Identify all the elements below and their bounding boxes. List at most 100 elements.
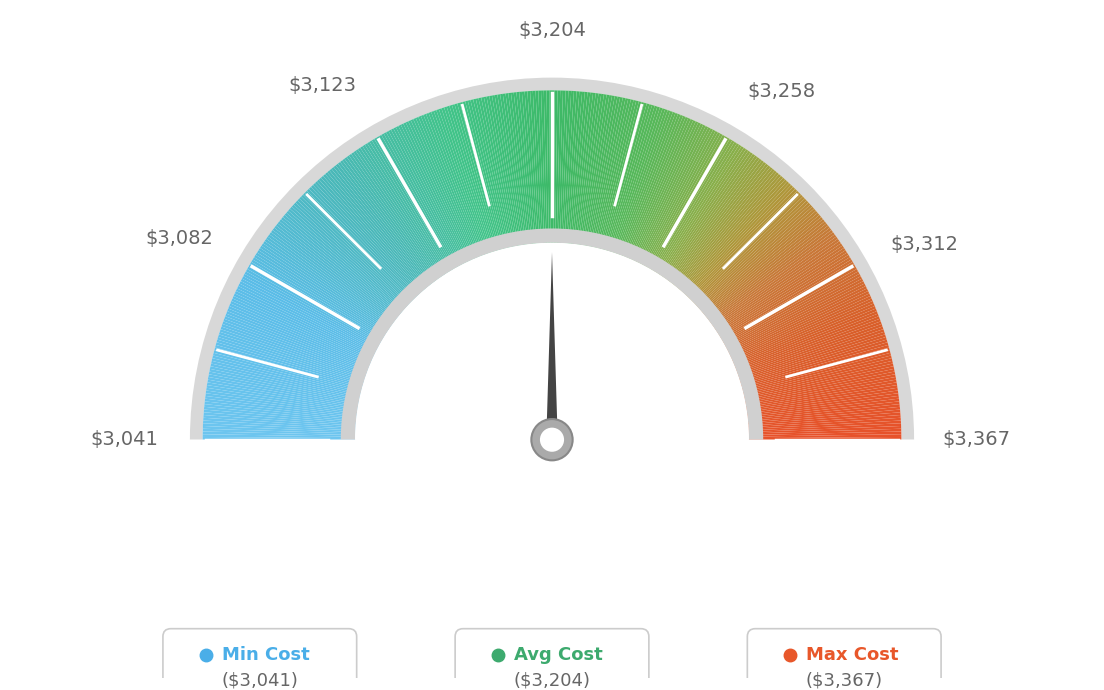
Wedge shape [604,103,647,250]
Wedge shape [623,114,680,257]
Wedge shape [297,199,410,305]
Wedge shape [506,93,528,244]
Wedge shape [587,96,617,246]
Wedge shape [215,345,362,388]
Wedge shape [584,95,612,246]
Wedge shape [716,248,846,333]
Wedge shape [355,243,749,440]
Wedge shape [692,195,803,303]
Wedge shape [317,179,421,294]
Wedge shape [681,176,783,292]
Wedge shape [659,146,744,275]
Wedge shape [546,90,551,243]
Wedge shape [309,187,416,298]
Wedge shape [492,95,520,246]
Wedge shape [672,164,768,285]
Wedge shape [648,135,725,268]
Circle shape [531,419,573,460]
Wedge shape [649,136,728,269]
Wedge shape [605,104,649,250]
Wedge shape [457,103,500,250]
Wedge shape [277,221,399,318]
Wedge shape [459,102,501,250]
Wedge shape [232,299,372,362]
Wedge shape [561,90,571,243]
Wedge shape [635,122,701,262]
Wedge shape [749,423,901,432]
Wedge shape [406,121,471,261]
Wedge shape [244,271,380,346]
Wedge shape [725,274,861,348]
Wedge shape [661,149,749,277]
Text: Max Cost: Max Cost [806,646,899,664]
Wedge shape [203,417,355,429]
Wedge shape [729,284,866,353]
Wedge shape [434,110,487,255]
Wedge shape [416,117,477,258]
Wedge shape [447,106,495,252]
Wedge shape [203,437,355,440]
Wedge shape [744,364,893,398]
Wedge shape [745,369,894,402]
Wedge shape [711,235,836,325]
Wedge shape [219,332,364,380]
Wedge shape [616,109,668,254]
Wedge shape [678,170,777,289]
Wedge shape [552,90,554,243]
Wedge shape [742,348,890,389]
Wedge shape [351,152,440,279]
Wedge shape [362,145,446,274]
Wedge shape [533,90,543,243]
Wedge shape [742,345,889,388]
Wedge shape [242,276,378,349]
Wedge shape [687,185,793,297]
Wedge shape [229,306,370,366]
Wedge shape [575,92,596,244]
Wedge shape [319,177,422,293]
Wedge shape [689,189,797,299]
Wedge shape [713,239,839,328]
Wedge shape [722,264,856,342]
Wedge shape [487,96,517,246]
Wedge shape [250,262,382,341]
Text: $3,082: $3,082 [146,228,214,248]
Text: $3,123: $3,123 [288,76,357,95]
Wedge shape [737,322,882,375]
Wedge shape [217,337,364,383]
Wedge shape [682,177,785,293]
Wedge shape [741,342,889,386]
Wedge shape [712,237,838,326]
Wedge shape [364,144,448,273]
Wedge shape [588,97,620,246]
Wedge shape [735,314,879,370]
Wedge shape [700,208,816,310]
Wedge shape [211,364,360,398]
Wedge shape [208,380,358,407]
Wedge shape [389,130,461,266]
Wedge shape [231,301,371,363]
Wedge shape [730,288,868,356]
Wedge shape [749,407,900,423]
Wedge shape [749,437,901,440]
Wedge shape [731,293,870,359]
Text: $3,258: $3,258 [747,82,816,101]
Wedge shape [349,154,438,279]
Wedge shape [743,355,892,394]
Wedge shape [571,92,587,244]
Wedge shape [282,217,401,315]
Wedge shape [733,304,874,364]
Wedge shape [662,150,751,277]
Wedge shape [270,230,394,323]
Wedge shape [209,374,359,404]
Wedge shape [403,122,469,262]
Wedge shape [285,213,402,313]
Wedge shape [209,371,359,403]
Wedge shape [203,413,355,426]
Wedge shape [749,431,901,437]
Wedge shape [671,162,766,284]
Wedge shape [676,167,773,287]
Wedge shape [305,190,414,300]
Wedge shape [732,296,871,360]
Wedge shape [652,139,732,271]
Wedge shape [699,206,814,310]
